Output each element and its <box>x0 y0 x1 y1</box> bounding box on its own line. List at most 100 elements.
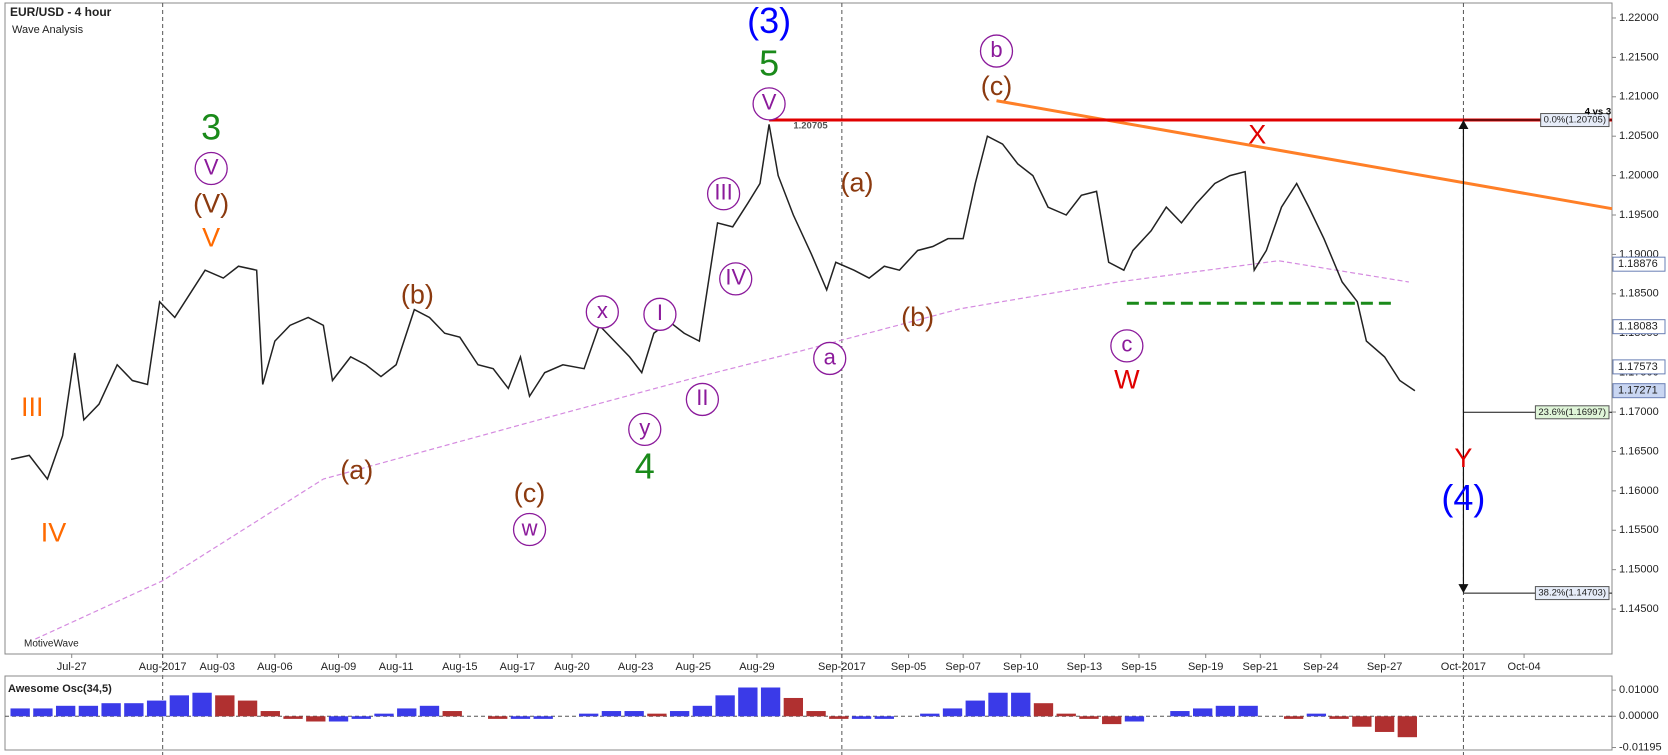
y-tick-label: 1.22000 <box>1619 12 1659 24</box>
wave-label: II <box>696 385 708 410</box>
osc-bar <box>169 695 190 717</box>
wave-circle <box>719 262 753 296</box>
osc-bar <box>1329 716 1349 719</box>
osc-bar <box>1238 705 1258 717</box>
wave-label: 1.20705 <box>793 120 828 131</box>
wave-label: X <box>1248 119 1266 149</box>
price-label: 1.18876 <box>1618 258 1658 270</box>
osc-bar <box>1397 716 1417 738</box>
osc-bar <box>1170 711 1190 717</box>
osc-bar <box>942 708 963 717</box>
osc-bar <box>397 708 417 717</box>
wave-circle <box>1110 329 1144 363</box>
wave-circle <box>706 177 741 211</box>
osc-bar <box>1215 705 1236 717</box>
osc-bar <box>1124 716 1145 722</box>
x-tick-label: Aug-03 <box>200 661 235 673</box>
wave-label: (4) <box>1441 477 1485 518</box>
x-tick-label: Sep-07 <box>945 661 980 673</box>
fib-label-box <box>1534 586 1610 601</box>
y-tick-label: 1.17000 <box>1619 406 1659 418</box>
wave-label: I <box>657 300 663 325</box>
osc-bar <box>306 716 326 722</box>
wave-label: V <box>202 223 220 253</box>
fib-label-box <box>1534 405 1610 420</box>
osc-bar <box>965 700 985 717</box>
wave-label: (c) <box>981 71 1012 101</box>
osc-bar <box>829 716 849 719</box>
x-tick-label: Aug-06 <box>257 661 292 673</box>
wave-label: III <box>714 180 732 205</box>
wave-label: Y <box>1454 443 1472 473</box>
osc-frame <box>4 675 1613 751</box>
y-tick-label: -0.01195 <box>1619 741 1662 753</box>
wave-label: (c) <box>514 478 545 508</box>
osc-bar <box>237 700 258 717</box>
osc-bar <box>920 713 940 717</box>
osc-bar <box>328 716 349 722</box>
wave-label: a <box>824 344 837 369</box>
trend-line <box>35 260 1409 640</box>
wave-label: (V) <box>193 189 229 219</box>
osc-bar <box>10 708 30 717</box>
fib-label: 38.2%(1.14703) <box>1538 588 1606 599</box>
osc-bar <box>283 716 303 719</box>
wave-label: (b) <box>401 279 434 309</box>
price-label: 1.17573 <box>1618 361 1658 373</box>
price-label-box <box>1612 319 1666 335</box>
wave-label: w <box>521 515 538 540</box>
osc-bar <box>624 711 644 717</box>
osc-bar <box>533 716 553 719</box>
osc-bar <box>419 705 440 717</box>
osc-bar <box>1193 708 1213 717</box>
wave-label: III <box>21 392 44 422</box>
osc-bar <box>1306 713 1327 717</box>
wave-circle <box>685 382 720 417</box>
wave-circle <box>752 87 786 121</box>
osc-bar <box>1056 713 1076 717</box>
wave-label: V <box>762 90 777 115</box>
osc-bar <box>1374 716 1395 732</box>
wave-circle <box>628 412 662 447</box>
wave-label: (a) <box>841 167 874 197</box>
price-label-box <box>1612 359 1666 375</box>
wave-label: (a) <box>340 455 373 485</box>
x-tick-label: Aug-20 <box>554 661 589 673</box>
wave-label: c <box>1121 332 1132 357</box>
x-tick-label: Jul-27 <box>57 661 87 673</box>
price-label: 1.17271 <box>1618 385 1658 397</box>
osc-bar <box>55 705 76 717</box>
fib-label-box <box>1540 113 1610 128</box>
x-tick-label: Aug-29 <box>739 661 774 673</box>
x-tick-label: Aug-2017 <box>139 661 187 673</box>
chart-subtitle: Wave Analysis <box>12 24 84 36</box>
y-tick-label: 1.18500 <box>1619 288 1659 300</box>
x-tick-label: Aug-15 <box>442 661 477 673</box>
y-tick-label: 1.14500 <box>1619 603 1659 615</box>
osc-title: Awesome Osc(34,5) <box>8 683 112 695</box>
wave-label: (3) <box>747 0 791 41</box>
x-tick-label: Aug-17 <box>500 661 535 673</box>
x-tick-label: Sep-19 <box>1188 661 1223 673</box>
y-tick-label: 1.20500 <box>1619 130 1659 142</box>
wave-label: W <box>1114 364 1140 394</box>
osc-bar <box>351 716 371 719</box>
arrow-head <box>1458 120 1469 130</box>
wave-circle <box>643 297 677 331</box>
y-tick-label: 1.16000 <box>1619 485 1659 497</box>
osc-bar <box>488 716 508 719</box>
y-tick-label: 1.15000 <box>1619 564 1659 576</box>
wave-label: IV <box>41 517 67 547</box>
y-tick-label: 1.19500 <box>1619 209 1659 221</box>
x-tick-label: Aug-23 <box>618 661 653 673</box>
osc-bar <box>738 687 758 717</box>
osc-bar <box>101 703 121 717</box>
wave-label: 3 <box>201 106 221 147</box>
x-tick-label: Sep-10 <box>1003 661 1038 673</box>
x-tick-label: Oct-2017 <box>1441 661 1486 673</box>
fib-label: 23.6%(1.16997) <box>1538 407 1606 418</box>
fib-label: 0.0%(1.20705) <box>1544 115 1606 126</box>
